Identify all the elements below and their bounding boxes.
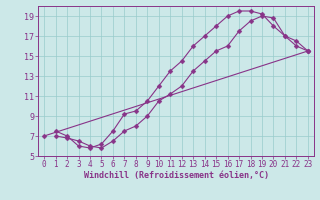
X-axis label: Windchill (Refroidissement éolien,°C): Windchill (Refroidissement éolien,°C) (84, 171, 268, 180)
